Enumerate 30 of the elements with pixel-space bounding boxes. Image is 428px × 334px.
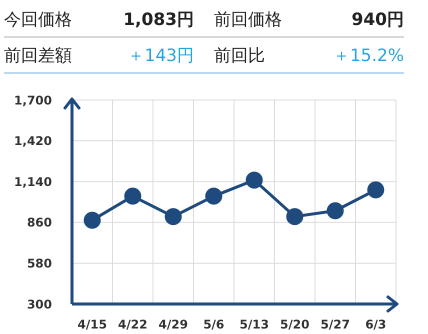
- point: [286, 208, 304, 226]
- text: ＋143円: [126, 44, 194, 66]
- text: ＋15.2%: [332, 44, 404, 66]
- y-tick-label: 1,420: [14, 134, 52, 148]
- y-tick-label: 1,140: [14, 174, 52, 189]
- x-tick-label: 4/15: [78, 318, 107, 332]
- text: 今回価格: [4, 8, 73, 30]
- x-tick-label: 4/29: [158, 318, 188, 332]
- x-tick-label: 5/20: [280, 318, 310, 332]
- text: 1,083円: [122, 8, 194, 30]
- point: [367, 181, 384, 198]
- point: [164, 208, 182, 226]
- x-tick-label: 5/27: [320, 318, 350, 332]
- point: [84, 212, 101, 229]
- text: 940円: [350, 8, 404, 30]
- text: 前回差額: [4, 44, 73, 66]
- point: [124, 188, 142, 205]
- x-tick-label: 4/22: [118, 318, 148, 332]
- point: [246, 172, 263, 189]
- point: [326, 202, 344, 220]
- text: 前回比: [214, 44, 266, 66]
- y-tick-label: 300: [26, 297, 52, 312]
- x-tick-label: 6/3: [365, 318, 386, 332]
- y-tick-label: 860: [26, 216, 52, 230]
- x-tick-label: 5/13: [240, 318, 269, 332]
- text: 前回価格: [214, 8, 283, 30]
- point: [205, 188, 222, 205]
- x-tick-label: 5/6: [203, 318, 224, 332]
- y-tick-label: 580: [26, 256, 52, 270]
- y-tick-label: 1,700: [14, 93, 52, 108]
